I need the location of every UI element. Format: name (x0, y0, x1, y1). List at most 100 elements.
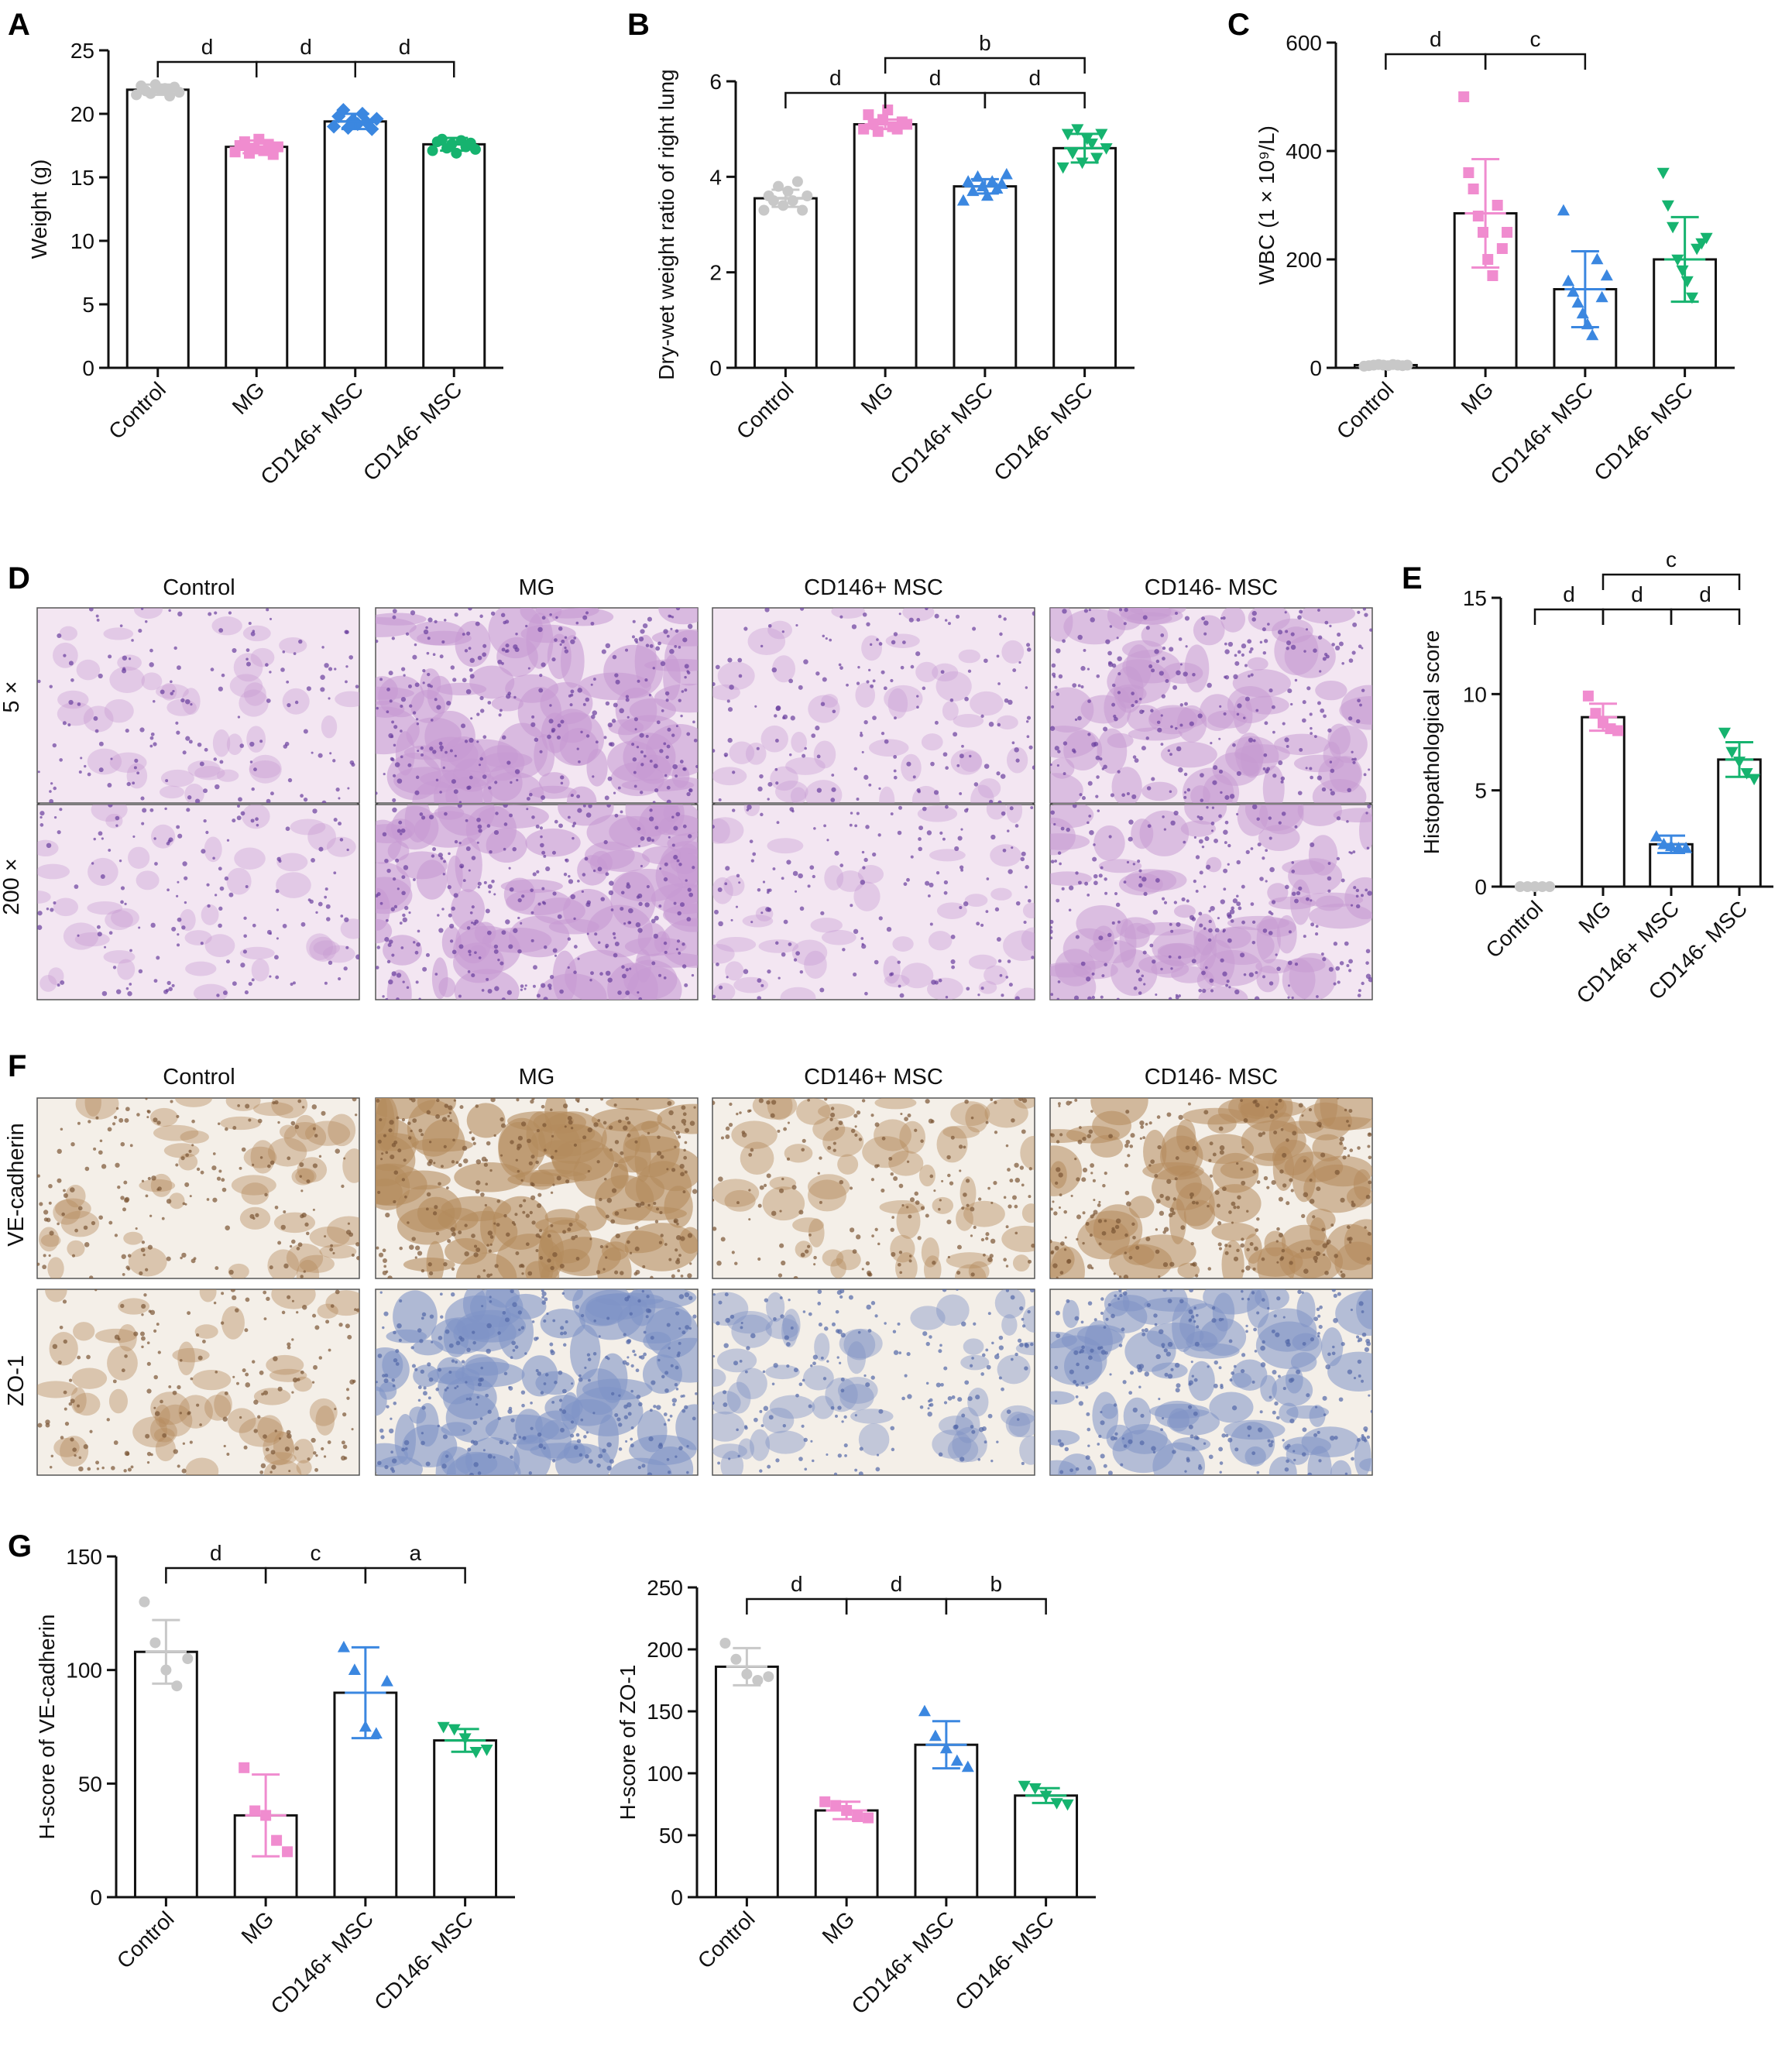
ihc-ve-3-nucleus (1125, 1110, 1130, 1114)
he-5x-2-tissue (879, 786, 895, 803)
ihc-ve-3-nucleus (1090, 1163, 1095, 1168)
ihc-zo1-1-nucleus (656, 1405, 661, 1410)
data-point (380, 1674, 393, 1687)
ihc-zo1-3-tissue (1152, 1442, 1206, 1475)
he-5x-1-nucleus (670, 627, 673, 630)
ihc-ve-3-nucleus (1330, 1223, 1334, 1227)
he-200x-3-nucleus (1310, 899, 1313, 902)
ihc-ve-0-nucleus (70, 1187, 75, 1193)
he-5x-3-nucleus (1121, 793, 1126, 798)
ihc-ve-0-nucleus (217, 1122, 221, 1125)
ihc-ve-2-tissue (731, 1120, 778, 1149)
ihc-ve-1-nucleus (556, 1175, 561, 1181)
he-200x-2-nucleus (976, 921, 980, 926)
y-axis-label: H-score of ZO-1 (616, 1665, 640, 1820)
he-5x-3-nucleus (1327, 728, 1332, 733)
he-200x-2-nucleus (842, 948, 846, 952)
ihc-ve-2-nucleus (819, 1156, 822, 1160)
ihc-ve-1-nucleus (448, 1105, 453, 1110)
ihc-ve-3-nucleus (1077, 1139, 1083, 1144)
ihc-ve-2-nucleus (748, 1189, 751, 1192)
he-200x-1-nucleus (563, 873, 568, 877)
ihc-ve-3-nucleus (1108, 1134, 1113, 1139)
ihc-zo1-2-nucleus (802, 1310, 806, 1313)
ihc-zo1-3-nucleus (1152, 1450, 1156, 1454)
ihc-ve-0-nucleus (37, 1174, 40, 1178)
ihc-zo1-1-nucleus (446, 1386, 449, 1390)
he-5x-1-nucleus (510, 781, 513, 784)
ihc-zo1-2-nucleus (839, 1361, 842, 1364)
he-200x-2-tissue (712, 877, 733, 904)
ihc-ve-3-tissue (1353, 1169, 1372, 1200)
he-200x-1-nucleus (408, 911, 411, 915)
he-5x-2-nucleus (933, 790, 939, 795)
ihc-ve-2-nucleus (928, 1118, 934, 1124)
he-5x-2-tissue (712, 767, 747, 786)
ihc-ve-1-nucleus (659, 1210, 663, 1215)
he-5x-1-nucleus (526, 797, 530, 801)
he-5x-2-tissue (932, 663, 959, 682)
ihc-ve-2-nucleus (712, 1227, 717, 1231)
data-point (360, 115, 375, 130)
ihc-ve-1-nucleus (462, 1145, 468, 1151)
he-200x-3-nucleus (1191, 959, 1196, 964)
ihc-zo1-2-nucleus (773, 1317, 777, 1321)
ihc-zo1-0-nucleus (263, 1390, 269, 1395)
he-5x-1-nucleus (446, 701, 451, 706)
ihc-zo1-1-tissue (382, 1350, 403, 1379)
he-5x-3-nucleus (1145, 626, 1150, 630)
he-5x-3-nucleus (1323, 714, 1327, 719)
ihc-ve-1-nucleus (401, 1118, 406, 1122)
ihc-zo1-0-nucleus (338, 1323, 343, 1327)
ihc-zo1-1-nucleus (678, 1294, 685, 1299)
ihc-zo1-1-nucleus (398, 1338, 402, 1342)
ihc-ve-1-nucleus (385, 1213, 390, 1218)
ihc-zo1-0-nucleus (315, 1453, 318, 1457)
ihc-ve-0-nucleus (127, 1254, 132, 1258)
ihc-ve-0-nucleus (200, 1170, 204, 1175)
ihc-zo1-1-nucleus (467, 1447, 472, 1452)
he-5x-3-nucleus (1302, 718, 1306, 723)
he-5x-0-nucleus (78, 770, 82, 774)
he-200x-1-nucleus (548, 983, 552, 988)
he-200x-1 (375, 804, 699, 1000)
he-200x-2-nucleus (942, 837, 946, 841)
he-5x-2-nucleus (945, 766, 949, 770)
ihc-ve-3-nucleus (1241, 1269, 1244, 1273)
ihc-ve-2-nucleus (852, 1249, 857, 1254)
he-200x-0-nucleus (290, 982, 294, 987)
he-200x-3-nucleus (1075, 871, 1079, 875)
he-200x-3-nucleus (1186, 899, 1190, 903)
sig-label: d (791, 1572, 803, 1596)
ihc-zo1-1-nucleus (663, 1422, 667, 1426)
he-5x-3-nucleus (1189, 721, 1194, 726)
ihc-zo1-0-nucleus (261, 1392, 264, 1396)
ihc-ve-2-nucleus (925, 1213, 929, 1218)
he-200x-0-nucleus (132, 835, 136, 838)
he-5x-1-nucleus (633, 784, 637, 788)
ihc-zo1-0-nucleus (62, 1299, 67, 1304)
he-5x-0-nucleus (321, 800, 327, 803)
he-200x-2-tissue (716, 936, 757, 952)
he-200x-1-nucleus (467, 969, 471, 973)
ihc-zo1-2-tissue (839, 1384, 874, 1411)
y-tick-label: 200 (1286, 248, 1322, 272)
ihc-ve-3-nucleus (1249, 1242, 1254, 1246)
ihc-ve-0-tissue (241, 1182, 269, 1205)
he-200x-1-nucleus (402, 913, 406, 918)
he-200x-3-nucleus (1238, 906, 1242, 911)
ihc-ve-1-nucleus (636, 1098, 639, 1100)
ihc-ve-2-nucleus (874, 1122, 880, 1127)
he-5x-0-nucleus (303, 729, 308, 734)
ihc-ve-3-nucleus (1240, 1243, 1245, 1248)
he-5x-1-nucleus (388, 733, 393, 739)
bar-CD146- MSC (1014, 1794, 1079, 1899)
ihc-ve-0-tissue (319, 1244, 357, 1259)
he-5x-3-nucleus (1162, 647, 1166, 650)
he-5x-0-nucleus (294, 700, 299, 705)
he-5x-1-nucleus (537, 626, 543, 633)
ihc-ve-3-nucleus (1166, 1112, 1172, 1117)
ihc-zo1-1-nucleus (641, 1464, 646, 1468)
ihc-zo1-0-tissue (227, 1408, 256, 1433)
